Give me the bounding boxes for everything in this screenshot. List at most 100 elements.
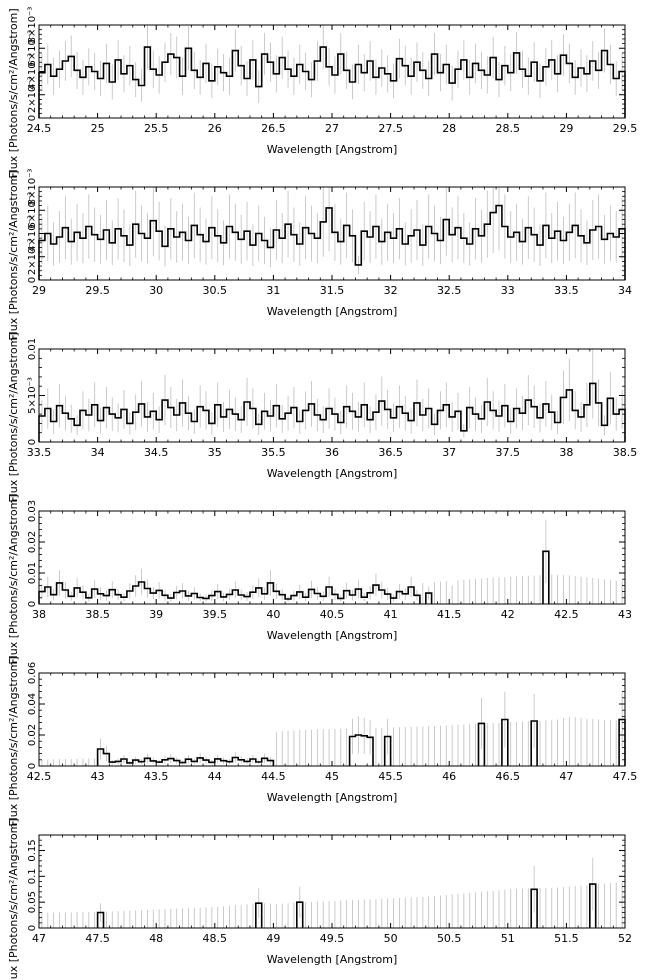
x-axis-title: Wavelength [Angstrom] [267, 791, 398, 804]
y-axis: 0 0.01 0.02 0.03 [27, 500, 625, 607]
spectrum-step-line [38, 46, 626, 118]
y-tick-label: 0 [27, 601, 38, 607]
x-tick-label: 50.5 [437, 932, 462, 945]
x-tick-label: 26.5 [261, 122, 286, 135]
x-tick-label: 39.5 [203, 608, 228, 621]
x-tick-label: 32.5 [437, 284, 462, 297]
x-tick-label: 24.5 [27, 122, 52, 135]
x-tick-label: 29 [32, 284, 46, 297]
x-tick-label: 47.5 [613, 770, 638, 783]
y-axis-title: Flux [Photons/s/cm²/Angstrom] [7, 494, 20, 664]
y-axis-title: Flux [Photons/s/cm²/Angstrom] [7, 332, 20, 502]
x-tick-label: 38.5 [613, 446, 638, 459]
x-axis: 42.5 43 43.5 44 44.5 45 45.5 46 46.5 47 47.5 [27, 673, 638, 783]
spectrum-panel-2: 29 29.5 30 30.5 31 31.5 32 32.5 33 33.5 34 0 2×10⁻³4… [7, 169, 632, 341]
x-tick-label: 42.5 [27, 770, 52, 783]
x-axis: 33.5 34 34.5 35 35.5 36 36.5 37 37.5 38 38.5 [27, 349, 638, 459]
spectrum-panel-3: 33.5 34 34.5 35 35.5 36 36.5 37 37.5 38 38.5 0 5×10⁻… [7, 332, 637, 502]
x-tick-label: 43 [91, 770, 105, 783]
x-tick-label: 28 [442, 122, 456, 135]
x-axis: 38 38.5 39 39.5 40 40.5 41 41.5 42 42.5 43 [32, 511, 632, 621]
x-tick-label: 25.5 [144, 122, 169, 135]
x-tick-label: 46 [442, 770, 456, 783]
x-tick-label: 42.5 [554, 608, 579, 621]
y-tick-label: 4×10⁻³ [27, 53, 38, 90]
y-tick-label: 0.01 [27, 562, 38, 584]
error-bars [41, 691, 623, 766]
x-axis-title: Wavelength [Angstrom] [267, 305, 398, 318]
y-axis-title: Flux [Photons/s/cm²/Angstrom] [7, 818, 20, 980]
spectrum-panel-1: 24.5 25 25.5 26 26.5 27 27.5 28 28.5 29 29.5 0 2×10⁻… [7, 7, 637, 179]
x-tick-label: 51 [501, 932, 515, 945]
x-tick-label: 43 [618, 608, 632, 621]
x-axis: 29 29.5 30 30.5 31 31.5 32 32.5 33 33.5 34 [32, 187, 632, 297]
x-tick-label: 28.5 [496, 122, 521, 135]
y-axis: 0 5×10⁻³ 0.01 [27, 338, 625, 445]
x-tick-label: 27.5 [378, 122, 403, 135]
x-tick-label: 35 [208, 446, 222, 459]
y-tick-label: 0.06 [27, 662, 38, 684]
x-tick-label: 43.5 [144, 770, 169, 783]
y-tick-label: 0.15 [27, 839, 38, 861]
x-tick-label: 45 [325, 770, 339, 783]
spectrum-panel-5: 42.5 43 43.5 44 44.5 45 45.5 46 46.5 47 47.500.020… [7, 656, 637, 826]
x-tick-label: 29 [559, 122, 573, 135]
x-tick-label: 48.5 [203, 932, 228, 945]
y-axis: 0 0.02 0.04 0.06 [27, 662, 625, 769]
y-axis-title: Flux [Photons/s/cm²/Angstrom] [7, 656, 20, 826]
error-bars [41, 349, 623, 438]
x-tick-label: 30.5 [203, 284, 228, 297]
x-axis-title: Wavelength [Angstrom] [267, 629, 398, 642]
x-tick-label: 40.5 [320, 608, 345, 621]
y-tick-label: 4×10⁻³ [27, 215, 38, 252]
spectrum-panel-4: 38 38.5 39 39.5 40 40.5 41 41.5 42 42.5 43 0 0.01 0.0… [7, 494, 632, 664]
x-tick-label: 47.5 [85, 932, 110, 945]
y-tick-label: 0.04 [27, 693, 38, 715]
spectrum-step-line [38, 204, 626, 280]
x-tick-label: 29.5 [613, 122, 638, 135]
x-tick-label: 35.5 [261, 446, 286, 459]
y-tick-label: 0.03 [27, 500, 38, 522]
spectrum-step-line [96, 883, 597, 928]
x-tick-label: 25 [91, 122, 105, 135]
x-tick-label: 33.5 [554, 284, 579, 297]
x-tick-label: 41.5 [437, 608, 462, 621]
x-tick-label: 50 [384, 932, 398, 945]
y-tick-label: 0.02 [27, 531, 38, 553]
x-axis-title: Wavelength [Angstrom] [267, 467, 398, 480]
spectrum-panel-6: 47 47.5 48 48.5 49 49.5 50 50.5 51 51.5 52 0 0.05 0.1… [7, 818, 632, 980]
x-tick-label: 39 [149, 608, 163, 621]
x-tick-label: 47 [32, 932, 46, 945]
x-axis: 47 47.5 48 48.5 49 49.5 50 50.5 51 51.5 52 [32, 835, 632, 945]
y-tick-label: 8×10⁻³ [27, 7, 38, 44]
x-tick-label: 34 [91, 446, 105, 459]
y-tick-label: 0.05 [27, 891, 38, 913]
y-tick-label: 8×10⁻³ [27, 169, 38, 206]
x-tick-label: 46.5 [496, 770, 521, 783]
x-tick-label: 44 [208, 770, 222, 783]
x-axis-title: Wavelength [Angstrom] [267, 953, 398, 966]
x-tick-label: 37.5 [496, 446, 521, 459]
x-tick-label: 48 [149, 932, 163, 945]
y-axis-title: Flux [Photons/s/cm²/Angstrom] [7, 8, 20, 178]
x-tick-label: 32 [384, 284, 398, 297]
x-tick-label: 38.5 [85, 608, 110, 621]
y-axis: 0 2×10⁻³4×10⁻³6×10⁻³8×10⁻³ [27, 169, 625, 283]
x-tick-label: 37 [442, 446, 456, 459]
x-tick-label: 36.5 [378, 446, 403, 459]
y-tick-label: 0.01 [27, 338, 38, 360]
y-tick-label: 6×10⁻³ [27, 30, 38, 67]
x-tick-label: 47 [559, 770, 573, 783]
spectrum-step-line [38, 550, 550, 604]
x-tick-label: 29.5 [85, 284, 110, 297]
x-tick-label: 51.5 [554, 932, 579, 945]
x-tick-label: 31.5 [320, 284, 345, 297]
y-tick-label: 2×10⁻³ [27, 238, 38, 275]
x-tick-label: 36 [325, 446, 339, 459]
y-axis: 0 0.05 0.1 0.15 [27, 834, 625, 931]
x-tick-label: 27 [325, 122, 339, 135]
plot-frame [38, 348, 626, 443]
x-tick-label: 30 [149, 284, 163, 297]
x-tick-label: 38 [32, 608, 46, 621]
